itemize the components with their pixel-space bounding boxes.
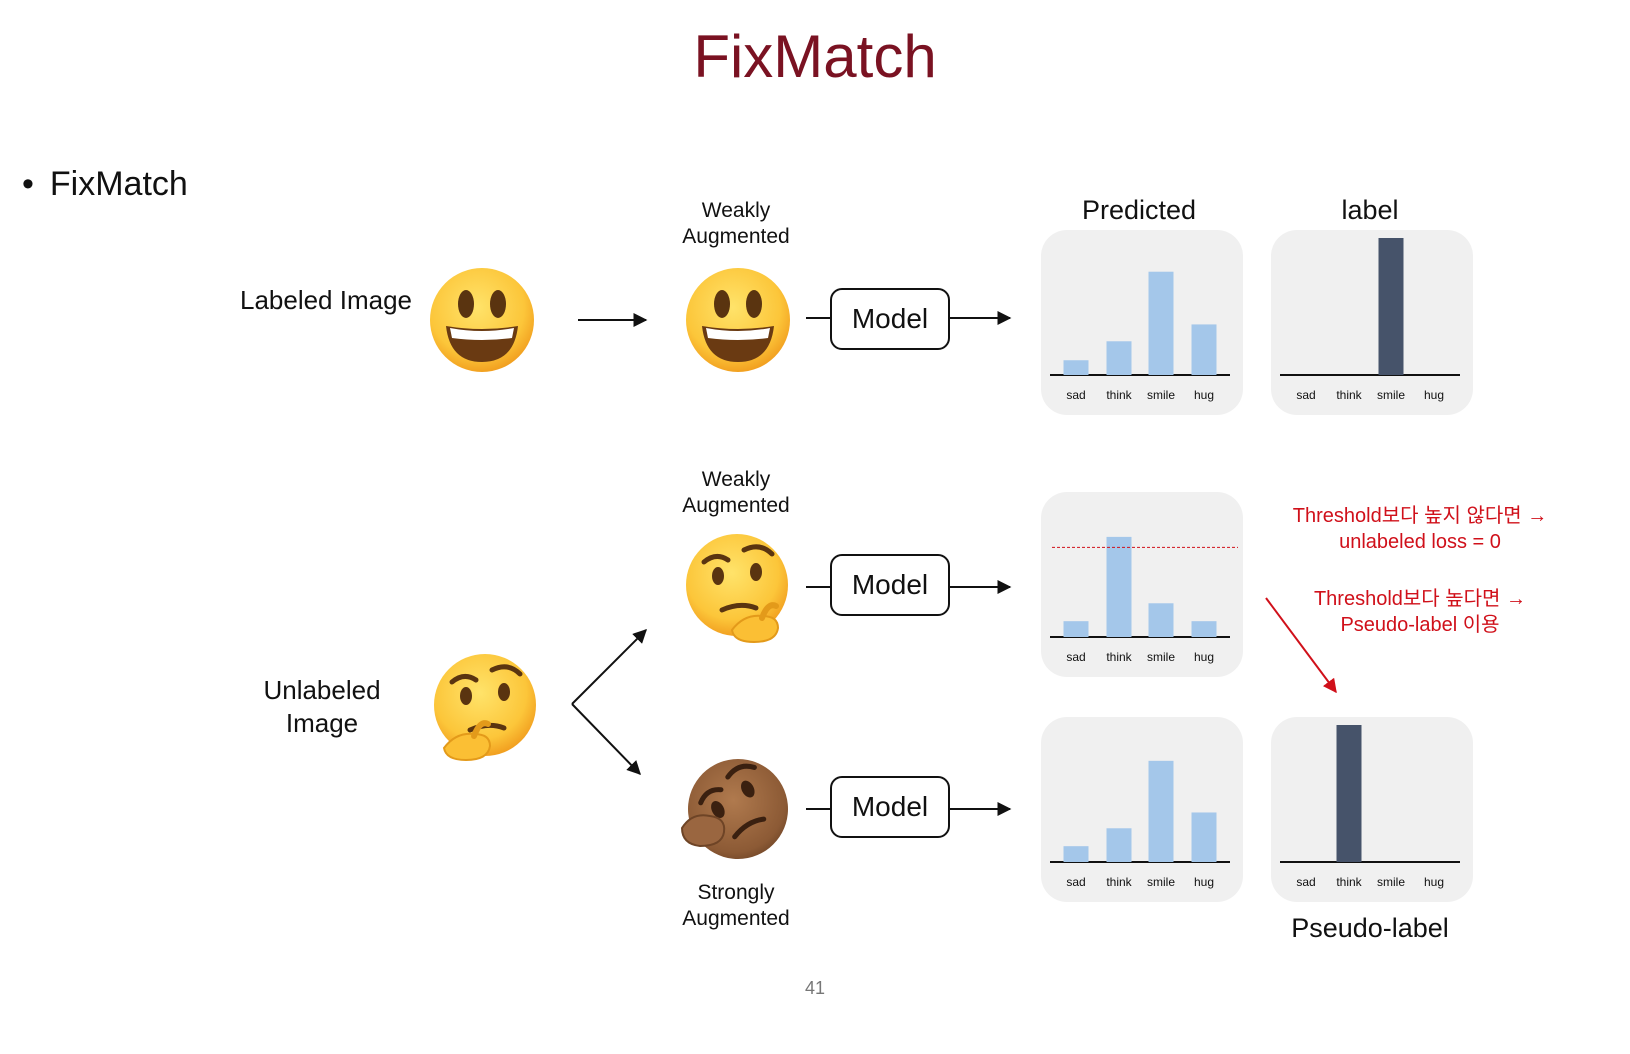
panel-labeled-label: sad think smile hug <box>1271 230 1473 415</box>
panel-pseudo-label: sad think smile hug <box>1271 717 1473 902</box>
panel-strong-predicted: sad think smile hug <box>1041 717 1243 902</box>
predicted-heading: Predicted <box>1081 195 1197 225</box>
tick-label-hug: hug <box>1194 875 1214 889</box>
panel-labeled-predicted: sad think smile hug <box>1041 230 1243 415</box>
arrow-unlabeled-to-strong <box>571 703 641 776</box>
tick-label-sad: sad <box>1296 875 1315 889</box>
grinning-face-icon <box>686 268 790 372</box>
model-box-labeled: Model <box>830 288 950 350</box>
page-title: FixMatch <box>693 23 937 90</box>
tick-label-sad: sad <box>1066 650 1085 664</box>
model-box-strong: Model <box>830 776 950 838</box>
weakly-augmented-label-bottom: Weakly Augmented <box>682 468 790 518</box>
grinning-face-icon <box>430 268 534 372</box>
model-label: Model <box>851 569 929 600</box>
bar-hug <box>1191 812 1217 862</box>
weakly-augmented-label-top: Weakly Augmented <box>682 199 790 249</box>
tick-label-smile: smile <box>1147 650 1175 664</box>
bullet-dot: • <box>22 165 34 203</box>
bar-think <box>1106 536 1132 637</box>
thinking-face-dark-skin-icon <box>680 759 788 859</box>
unlabeled-image-label: Unlabeled Image <box>263 675 381 738</box>
bar-sad <box>1063 846 1089 862</box>
tick-label-sad: sad <box>1296 388 1315 402</box>
tick-label-hug: hug <box>1424 875 1444 889</box>
thinking-face-icon <box>686 534 788 644</box>
chart-strong-predicted: sad think smile hug <box>1050 760 1230 889</box>
note-below-threshold: Threshold보다 높지 않다면 → unlabeled loss = 0 <box>1292 505 1548 553</box>
strongly-augmented-label: Strongly Augmented <box>682 881 790 931</box>
bar-smile <box>1378 238 1404 375</box>
bar-hug <box>1191 621 1217 637</box>
label-heading: label <box>1341 195 1399 225</box>
pseudo-label-heading: Pseudo-label <box>1291 913 1449 943</box>
note-above-threshold: Threshold보다 높다면 → Pseudo-label 이용 <box>1313 588 1527 636</box>
tick-label-think: think <box>1106 388 1132 402</box>
tick-label-think: think <box>1336 875 1362 889</box>
tick-label-think: think <box>1106 650 1132 664</box>
model-label: Model <box>851 791 929 822</box>
tick-label-sad: sad <box>1066 875 1085 889</box>
arrow-unlabeled-to-weak <box>571 629 647 705</box>
tick-label-hug: hug <box>1424 388 1444 402</box>
bullet-text: FixMatch <box>49 165 188 203</box>
tick-label-sad: sad <box>1066 388 1085 402</box>
bar-think <box>1106 341 1132 375</box>
bar-smile <box>1148 603 1174 637</box>
bar-hug <box>1191 324 1217 375</box>
bar-smile <box>1148 271 1174 375</box>
tick-label-hug: hug <box>1194 388 1214 402</box>
chart-weak-predicted: sad think smile hug <box>1050 536 1238 664</box>
page-number: 41 <box>804 978 826 998</box>
tick-label-smile: smile <box>1377 388 1405 402</box>
bar-think <box>1106 828 1132 862</box>
tick-label-hug: hug <box>1194 650 1214 664</box>
chart-labeled-label: sad think smile hug <box>1280 238 1460 402</box>
panel-weak-predicted: sad think smile hug <box>1041 492 1243 677</box>
tick-label-smile: smile <box>1147 875 1175 889</box>
tick-label-think: think <box>1106 875 1132 889</box>
labeled-image-label: Labeled Image <box>239 285 413 315</box>
bar-sad <box>1063 360 1089 375</box>
bar-smile <box>1148 760 1174 862</box>
chart-pseudo-label: sad think smile hug <box>1280 725 1460 889</box>
tick-label-think: think <box>1336 388 1362 402</box>
tick-label-smile: smile <box>1377 875 1405 889</box>
tick-label-smile: smile <box>1147 388 1175 402</box>
bar-sad <box>1063 621 1089 637</box>
thinking-face-icon <box>434 654 536 762</box>
model-label: Model <box>851 303 929 334</box>
model-box-weak: Model <box>830 554 950 616</box>
arrow-threshold-to-pseudo <box>1265 597 1337 694</box>
bullet-item: • FixMatch <box>22 165 188 204</box>
bar-think <box>1336 725 1362 862</box>
chart-labeled-predicted: sad think smile hug <box>1050 271 1230 402</box>
